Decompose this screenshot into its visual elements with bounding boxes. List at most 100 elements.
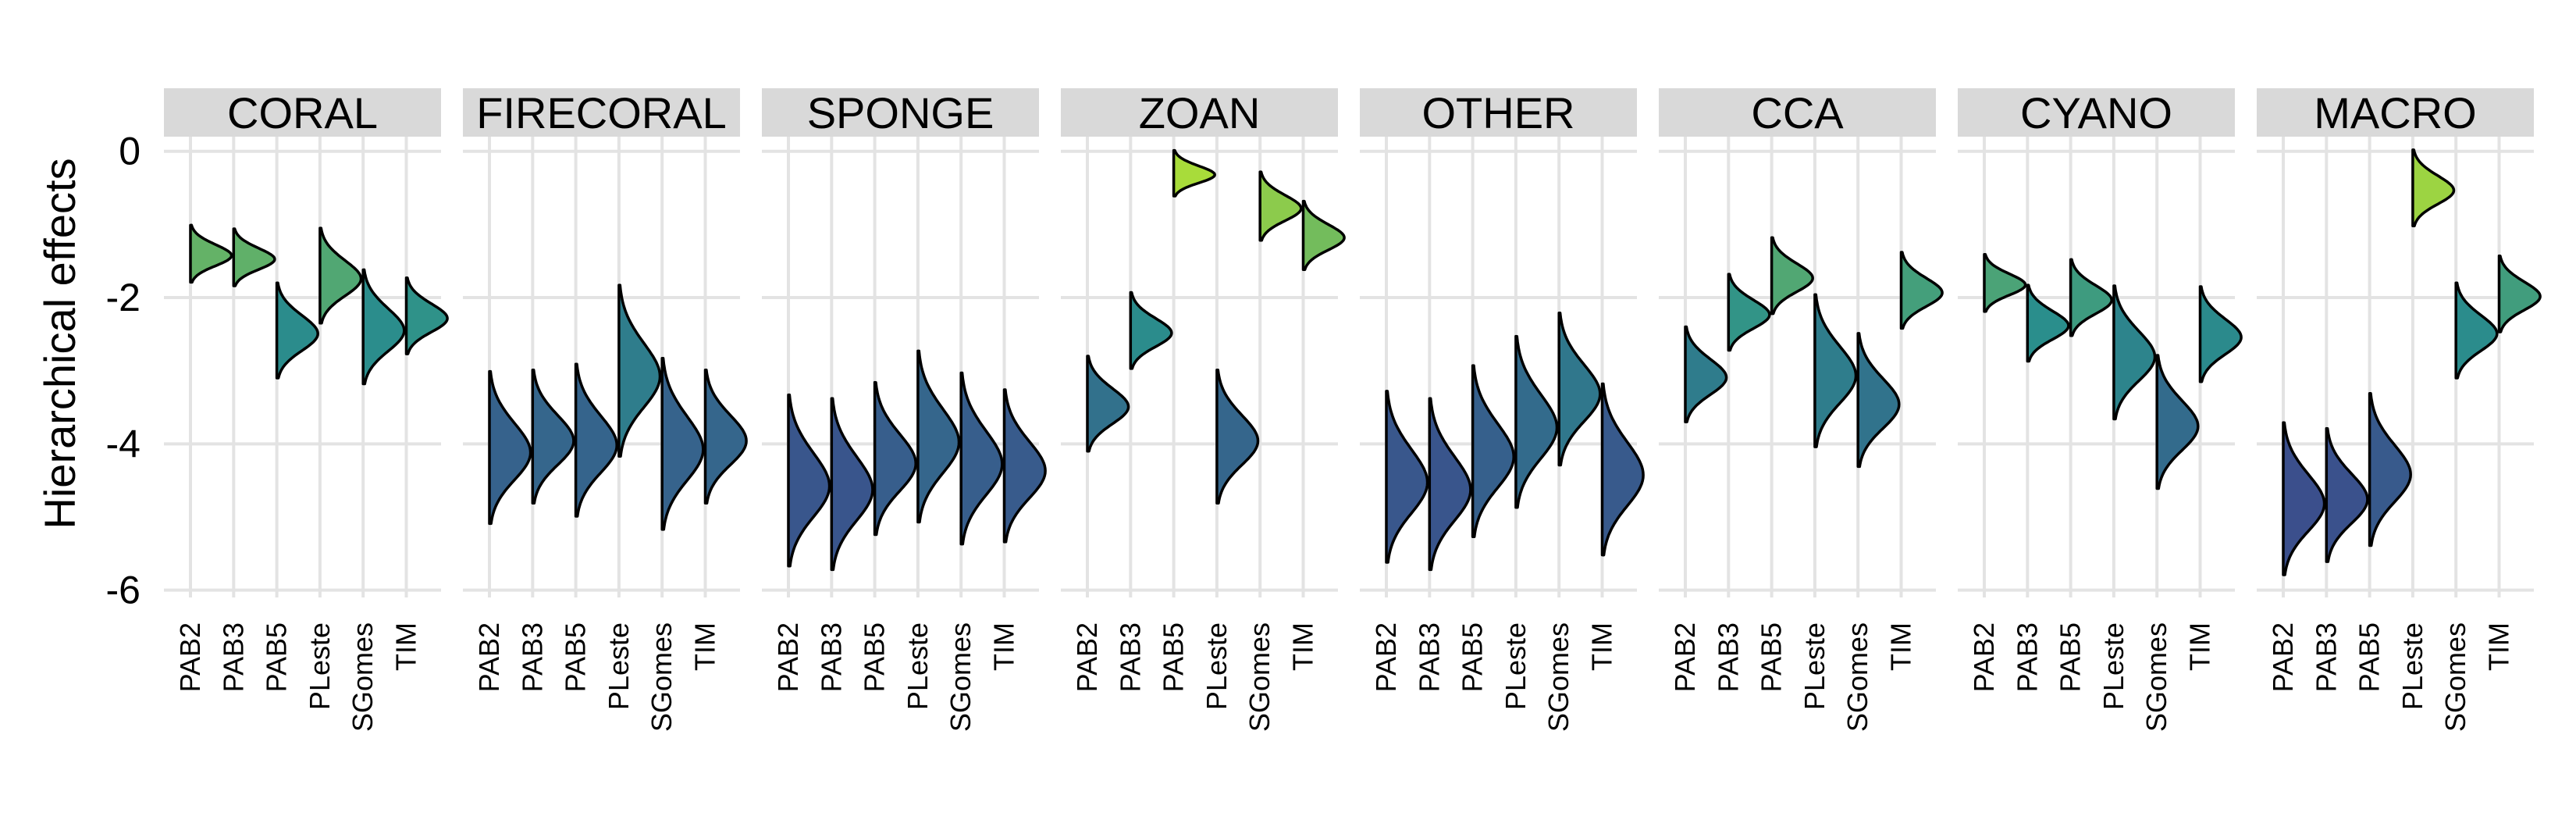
x-tick-label: PAB3 (516, 622, 548, 692)
violin-mark (531, 368, 575, 505)
facet-strip (1659, 88, 1936, 137)
x-tick-label: TIM (689, 622, 721, 671)
facet-strip-label: FIRECORAL (476, 88, 727, 137)
x-tick-label: PLeste (902, 622, 934, 710)
x-tick-label: TIM (2184, 622, 2216, 671)
x-tick-label: TIM (1287, 622, 1319, 671)
x-tick-label: PAB2 (473, 622, 505, 692)
x-tick-label: PAB5 (1756, 622, 1788, 692)
x-tick-label: PAB2 (1370, 622, 1402, 692)
violin-mark (2198, 285, 2243, 383)
violin-mark (189, 223, 233, 284)
violin-mark (361, 268, 406, 386)
y-tick-label: -6 (106, 569, 141, 612)
violin-mark (1899, 251, 1944, 330)
x-tick-label: TIM (390, 622, 422, 671)
facet-strip (1360, 88, 1637, 137)
violin-mark (1600, 382, 1645, 557)
x-tick-label: PAB2 (772, 622, 804, 692)
violin-mark (2282, 421, 2326, 576)
violin-mark (873, 380, 917, 537)
facet-strip-label: CORAL (227, 88, 378, 137)
violin-mark (1385, 390, 1429, 564)
violin-mark (1983, 253, 2027, 313)
violin-mark (488, 369, 532, 526)
x-tick-label: PAB3 (1413, 622, 1445, 692)
facet-strip (1061, 88, 1338, 137)
violin-mark (1258, 170, 1303, 242)
violin-mark (1086, 355, 1130, 453)
x-tick-label: PAB5 (261, 622, 293, 692)
x-tick-label: PLeste (603, 622, 635, 710)
violin-mark (404, 276, 449, 355)
y-tick-label: -2 (106, 276, 141, 319)
x-tick-label: PLeste (2097, 622, 2129, 710)
y-axis-title: Hierarchical effects (35, 158, 84, 529)
x-tick-label: SGomes (646, 622, 678, 732)
x-tick-label: SGomes (1841, 622, 1873, 732)
x-tick-label: PLeste (304, 622, 336, 710)
violin-mark (2026, 283, 2070, 363)
x-tick-label: SGomes (1244, 622, 1276, 732)
x-tick-label: PAB2 (1968, 622, 2000, 692)
x-tick-label: PAB3 (815, 622, 847, 692)
x-tick-label: TIM (2483, 622, 2515, 671)
x-tick-label: SGomes (1542, 622, 1574, 732)
violin-mark (574, 362, 618, 518)
violin-mark (318, 226, 363, 325)
x-tick-label: PAB3 (217, 622, 249, 692)
violin-mark (2411, 148, 2456, 228)
facet-strip (762, 88, 1039, 137)
x-tick-label: TIM (1586, 622, 1618, 671)
x-tick-label: SGomes (945, 622, 977, 732)
violin-mark (1172, 148, 1216, 198)
violin-mark (1514, 334, 1559, 509)
violin-mark (1727, 273, 1771, 352)
x-tick-label: PLeste (2396, 622, 2428, 710)
violin-mark (703, 368, 748, 505)
x-tick-label: PAB2 (174, 622, 206, 692)
violin-mark (1215, 368, 1260, 505)
x-tick-label: TIM (1885, 622, 1917, 671)
x-tick-label: PLeste (1799, 622, 1831, 710)
x-tick-label: SGomes (2140, 622, 2172, 732)
violin-mark (1557, 311, 1602, 467)
x-tick-label: PAB2 (1669, 622, 1701, 692)
x-tick-label: PAB3 (2310, 622, 2342, 692)
violin-mark (2368, 391, 2412, 547)
facet-strip-label: SPONGE (807, 88, 994, 137)
violin-mark (916, 349, 961, 524)
x-tick-label: PAB3 (1114, 622, 1146, 692)
violin-mark (1770, 236, 1814, 316)
facet-strip-label: CYANO (2020, 88, 2172, 137)
x-tick-label: PAB5 (2354, 622, 2386, 692)
facet-strip-label: CCA (1751, 88, 1844, 137)
facet-strip (1958, 88, 2235, 137)
x-tick-label: PAB5 (560, 622, 592, 692)
x-tick-label: SGomes (347, 622, 379, 732)
violin-mark (2112, 284, 2157, 421)
violin-mark (232, 227, 276, 287)
facet-strip-label: MACRO (2314, 88, 2476, 137)
violin-mark (617, 283, 662, 458)
violin-mark (959, 371, 1004, 546)
violin-mark (660, 357, 705, 531)
violin-mark (2325, 426, 2369, 563)
facet-strip-label: ZOAN (1139, 88, 1261, 137)
x-tick-label: PAB3 (1712, 622, 1744, 692)
violin-mark (1471, 364, 1515, 539)
y-tick-label: 0 (119, 130, 141, 173)
violin-mark (275, 281, 319, 380)
x-tick-label: PAB5 (1158, 622, 1190, 692)
x-tick-label: SGomes (2439, 622, 2471, 732)
violin-mark (2454, 281, 2499, 380)
violin-mark (787, 393, 831, 568)
violin-mark (1301, 199, 1346, 272)
facet-strip (2257, 88, 2534, 137)
x-tick-label: PLeste (1500, 622, 1532, 710)
x-tick-label: PAB5 (859, 622, 891, 692)
violin-mark (2069, 258, 2113, 337)
violin-mark (830, 397, 874, 572)
